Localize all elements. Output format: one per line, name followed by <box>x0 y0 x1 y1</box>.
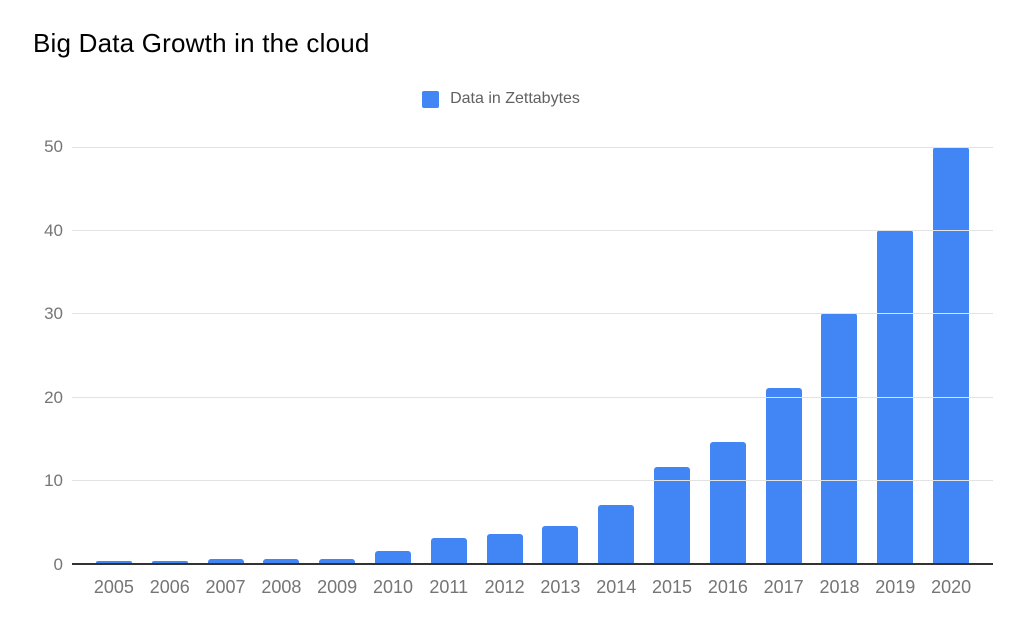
bar-slot-2015 <box>644 147 700 563</box>
plot-area <box>72 147 993 565</box>
bar-2005 <box>95 560 132 563</box>
bar-slot-2019 <box>867 147 923 563</box>
bar-slot-2020 <box>923 147 979 563</box>
bar-2010 <box>374 550 411 563</box>
y-tick-label-10: 10 <box>44 471 63 491</box>
bar-slot-2011 <box>421 147 477 563</box>
bar-2013 <box>542 526 579 563</box>
bar-slot-2018 <box>812 147 868 563</box>
x-tick-label-2013: 2013 <box>540 577 581 597</box>
x-tick-label-2016: 2016 <box>707 577 748 597</box>
bar-2018 <box>821 313 858 563</box>
y-tick-label-40: 40 <box>44 220 63 240</box>
x-axis: 2005 2006 2007 2008 2009 2010 2011 2012 2013 2014… <box>72 577 993 598</box>
x-tick-label-2012: 2012 <box>484 577 525 597</box>
x-tick-label-2006: 2006 <box>149 577 190 597</box>
gridline-50 <box>72 147 993 148</box>
bar-2008 <box>263 558 300 563</box>
bar-2019 <box>877 230 914 563</box>
bar-slot-2012 <box>477 147 533 563</box>
bar-slot-2008 <box>253 147 309 563</box>
bars-container <box>72 147 993 563</box>
y-tick-label-0: 0 <box>53 555 63 574</box>
legend-swatch-icon <box>422 90 440 108</box>
x-tick-label-2007: 2007 <box>205 577 246 597</box>
bar-slot-2009 <box>309 147 365 563</box>
bar-slot-2017 <box>756 147 812 563</box>
bar-2012 <box>486 533 523 563</box>
x-tick-label-2019: 2019 <box>875 577 916 597</box>
x-tick-label-2008: 2008 <box>261 577 302 597</box>
bar-2009 <box>319 558 356 563</box>
y-tick-label-50: 50 <box>44 137 63 156</box>
x-tick-label-2010: 2010 <box>372 577 413 597</box>
bar-slot-2006 <box>142 147 198 563</box>
bar-2020 <box>933 147 970 563</box>
bar-2006 <box>151 560 188 563</box>
bar-2017 <box>765 388 802 563</box>
gridline-10 <box>72 479 993 481</box>
bar-2007 <box>207 558 244 563</box>
bar-slot-2010 <box>365 147 421 563</box>
x-tick-label-2014: 2014 <box>596 577 637 597</box>
gridline-30 <box>72 313 993 315</box>
bar-2016 <box>709 442 746 563</box>
legend: Data in Zettabytes <box>0 89 1002 109</box>
gridline-40 <box>72 230 993 232</box>
bar-slot-2005 <box>86 147 142 563</box>
legend-label: Data in Zettabytes <box>450 90 580 107</box>
bar-slot-2016 <box>700 147 756 563</box>
bar-2011 <box>430 538 467 563</box>
bar-slot-2014 <box>588 147 644 563</box>
x-tick-label-2011: 2011 <box>429 577 469 597</box>
x-tick-label-2018: 2018 <box>819 577 860 597</box>
gridline-20 <box>72 396 993 398</box>
bar-slot-2007 <box>198 147 254 563</box>
y-tick-label-20: 20 <box>44 387 63 407</box>
x-tick-label-2017: 2017 <box>763 577 804 597</box>
x-tick-label-2015: 2015 <box>652 577 693 597</box>
x-tick-label-2020: 2020 <box>931 577 972 597</box>
bar-slot-2013 <box>533 147 589 563</box>
chart-title: Big Data Growth in the cloud <box>33 28 370 58</box>
bar-2014 <box>598 504 635 563</box>
x-tick-label-2009: 2009 <box>317 577 358 597</box>
x-tick-label-2005: 2005 <box>93 577 134 597</box>
bar-2015 <box>654 467 691 563</box>
y-tick-label-30: 30 <box>44 304 63 324</box>
